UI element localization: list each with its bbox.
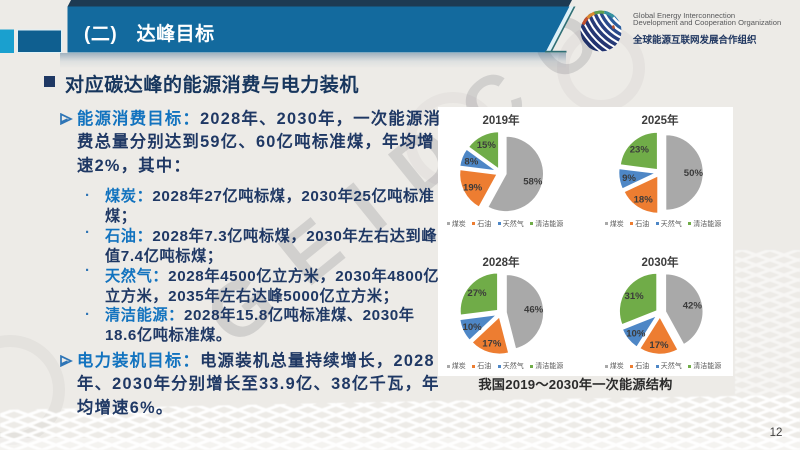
svg-text:58%: 58% [523, 176, 543, 187]
svg-text:23%: 23% [630, 145, 650, 156]
svg-text:10%: 10% [626, 329, 646, 340]
svg-text:17%: 17% [482, 339, 502, 350]
svg-text:31%: 31% [624, 291, 644, 302]
svg-text:8%: 8% [464, 157, 478, 168]
svg-text:15%: 15% [477, 140, 497, 151]
svg-text:18%: 18% [634, 195, 654, 206]
svg-text:19%: 19% [463, 182, 483, 193]
svg-text:46%: 46% [524, 304, 544, 315]
svg-text:9%: 9% [622, 173, 636, 184]
svg-text:10%: 10% [462, 322, 482, 333]
svg-text:27%: 27% [467, 288, 487, 299]
svg-text:42%: 42% [683, 300, 703, 311]
svg-text:50%: 50% [684, 168, 704, 179]
svg-text:17%: 17% [649, 340, 669, 351]
